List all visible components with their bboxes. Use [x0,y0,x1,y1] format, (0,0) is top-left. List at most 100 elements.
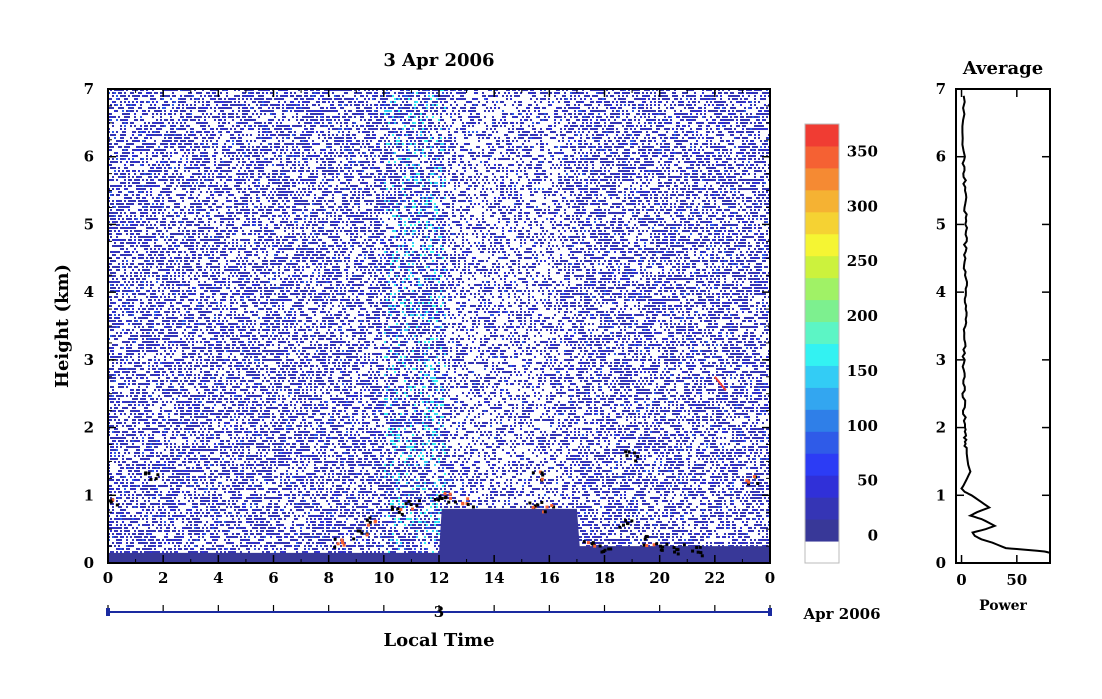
heatmap-cell [120,140,122,142]
heatmap-cell [142,548,144,550]
heatmap-cell [130,425,132,427]
heatmap-cell [216,371,218,373]
heatmap-cell [130,224,132,226]
heatmap-cell [188,509,190,511]
heatmap-cell [170,305,172,307]
heatmap-cell [204,107,206,109]
heatmap-cell [124,476,126,478]
heatmap-cell [154,233,156,235]
heatmap-cell [190,320,192,322]
heatmap-cell [164,455,166,457]
heatmap-cell [110,215,112,217]
heatmap-cell [166,389,168,391]
heatmap-cell [182,272,184,274]
heatmap-cell [212,146,214,148]
heatmap-cell [136,374,138,376]
heatmap-cell [180,146,182,148]
heatmap-cell [162,149,164,151]
heatmap-cell [214,152,216,154]
heatmap-cell [168,479,170,481]
heatmap-cell [200,287,202,289]
heatmap-cell [188,341,190,343]
heatmap-cell [126,518,128,520]
heatmap-cell [162,263,164,265]
heatmap-cell [196,503,198,505]
heatmap-cell [162,251,164,253]
heatmap-cell [114,440,116,442]
heatmap-cell [182,362,184,364]
heatmap-cell [154,380,156,382]
heatmap-cell [198,488,200,490]
heatmap-cell [134,419,136,421]
heatmap-cell [170,383,172,385]
heatmap-cell [146,443,148,445]
heatmap-cell [132,398,134,400]
heatmap-cell [206,251,208,253]
heatmap-cell [158,197,160,199]
heatmap-cell [168,260,170,262]
heatmap-cell [150,437,152,439]
heatmap-cell [220,377,222,379]
heatmap-cell [218,512,220,514]
heatmap-cell [176,449,178,451]
heatmap-cell [146,305,148,307]
heatmap-cell [224,266,226,268]
heatmap-cell [166,191,168,193]
heatmap-cell [130,179,132,181]
heatmap-cell [114,404,116,406]
heatmap-cell [218,506,220,508]
heatmap-cell [128,545,130,547]
heatmap-cell [184,314,186,316]
heatmap-cell [148,185,150,187]
heatmap-cell [152,179,154,181]
heatmap-cell [196,470,198,472]
heatmap-cell [176,140,178,142]
heatmap-cell [114,323,116,325]
heatmap-cell [174,143,176,145]
heatmap-cell [214,101,216,103]
heatmap-cell [224,155,226,157]
heatmap-cell [158,485,160,487]
heatmap-cell [140,254,142,256]
heatmap-cell [170,131,172,133]
heatmap-cell [120,509,122,511]
heatmap-cell [142,503,144,505]
heatmap-cell [182,443,184,445]
heatmap-cell [174,446,176,448]
heatmap-cell [202,143,204,145]
heatmap-cell [178,383,180,385]
heatmap-cell [158,374,160,376]
heatmap-cell [154,107,156,109]
heatmap-cell [154,428,156,430]
heatmap-cell [190,266,192,268]
heatmap-cell [210,185,212,187]
heatmap-cell [164,176,166,178]
heatmap-cell [170,152,172,154]
heatmap-cell [120,383,122,385]
heatmap-cell [176,485,178,487]
heatmap-cell [214,497,216,499]
heatmap-cell [146,482,148,484]
heatmap-cell [190,449,192,451]
heatmap-cell [150,374,152,376]
heatmap-cell [138,416,140,418]
heatmap-cell [224,446,226,448]
heatmap-cell [190,188,192,190]
heatmap-cell [192,167,194,169]
heatmap-cell [144,143,146,145]
heatmap-cell [142,350,144,352]
heatmap-cell [198,92,200,94]
heatmap-cell [180,128,182,130]
heatmap-cell [192,329,194,331]
heatmap-cell [132,539,134,541]
heatmap-cell [194,290,196,292]
heatmap-cell [222,323,224,325]
heatmap-cell [216,533,218,535]
heatmap-cell [204,158,206,160]
heatmap-cell [160,191,162,193]
heatmap-cell [190,236,192,238]
heatmap-cell [172,218,174,220]
heatmap-cell [172,134,174,136]
heatmap-cell [224,407,226,409]
heatmap-cell [212,485,214,487]
